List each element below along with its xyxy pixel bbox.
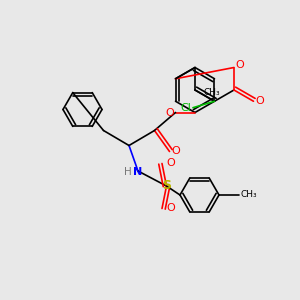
Text: O: O xyxy=(236,59,244,70)
Text: N: N xyxy=(134,167,142,178)
Text: O: O xyxy=(171,146,180,157)
Text: O: O xyxy=(167,158,175,169)
Text: H: H xyxy=(124,167,131,178)
Text: O: O xyxy=(255,96,264,106)
Text: Cl: Cl xyxy=(181,103,191,113)
Text: O: O xyxy=(167,203,175,214)
Text: CH₃: CH₃ xyxy=(240,190,256,200)
Text: S: S xyxy=(162,179,171,193)
Text: O: O xyxy=(165,107,174,118)
Text: CH₃: CH₃ xyxy=(204,88,220,97)
